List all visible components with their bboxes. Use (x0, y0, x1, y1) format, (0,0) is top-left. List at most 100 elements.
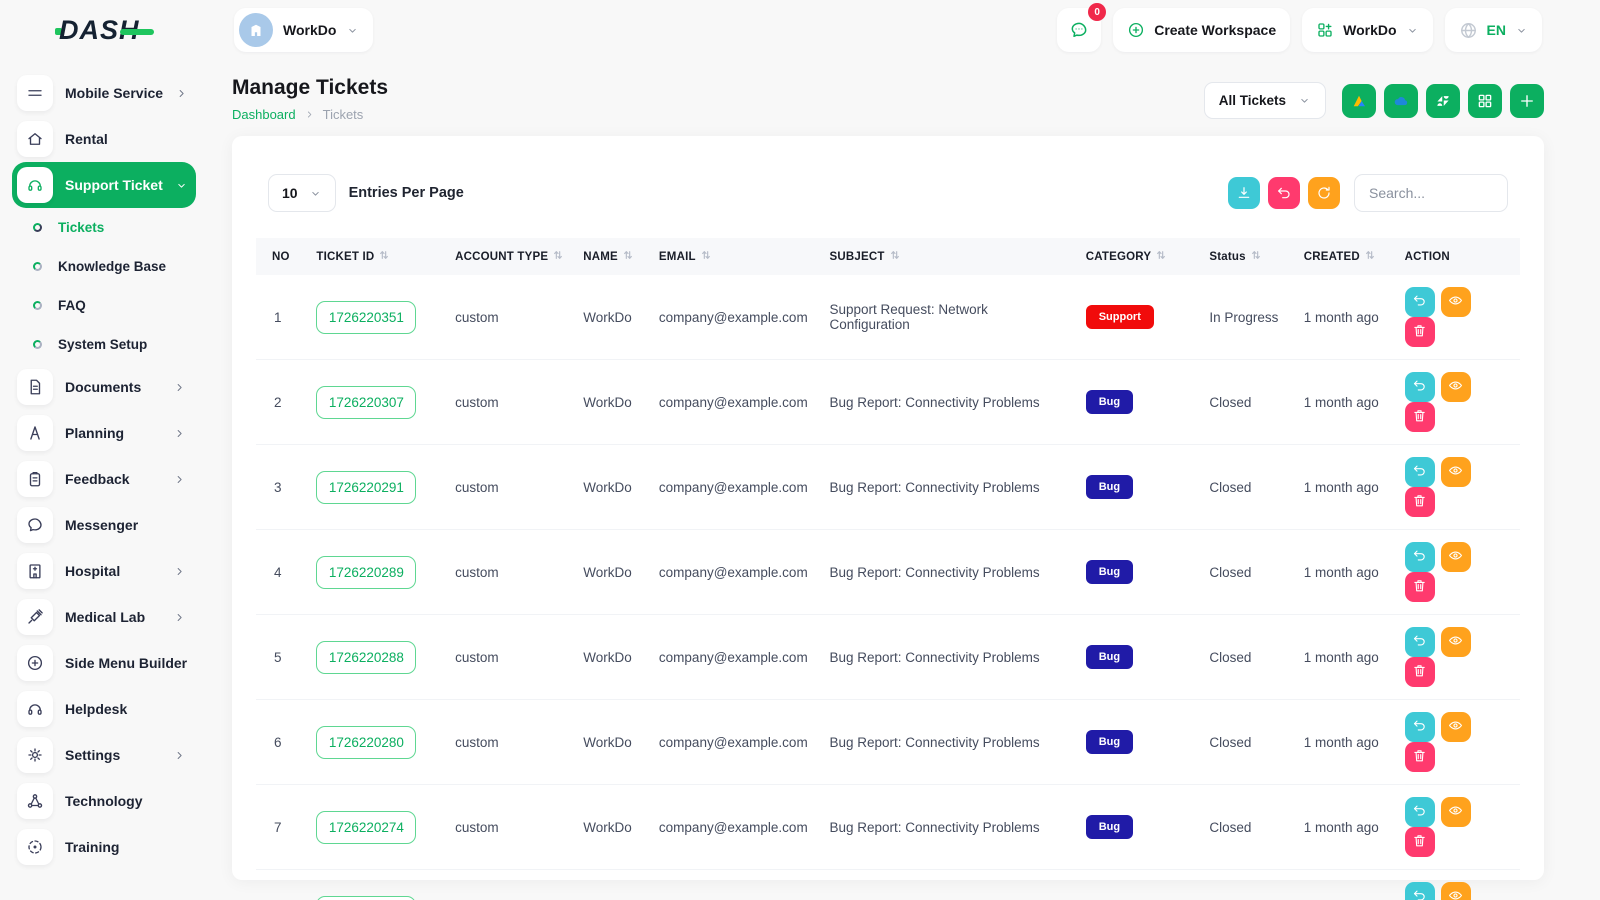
breadcrumb-dashboard-link[interactable]: Dashboard (232, 107, 296, 122)
sidebar-item-rental[interactable]: Rental (12, 116, 196, 162)
create-workspace-button[interactable]: Create Workspace (1113, 8, 1290, 52)
ticket-id-button[interactable]: 1726220289 (316, 556, 416, 589)
cell-category: Bug (1076, 870, 1200, 900)
view-button[interactable] (1441, 542, 1471, 572)
column-header-ticket-id[interactable]: TICKET ID (306, 238, 445, 275)
delete-button[interactable] (1405, 317, 1435, 347)
sort-icon[interactable] (553, 249, 563, 264)
view-button[interactable] (1441, 712, 1471, 742)
column-header-subject[interactable]: SUBJECT (820, 238, 1076, 275)
workspace-menu-button[interactable]: WorkDo (1302, 8, 1432, 52)
circle-icon (33, 262, 42, 271)
reply-button[interactable] (1405, 287, 1435, 317)
reply-button[interactable] (1405, 457, 1435, 487)
sort-icon[interactable] (623, 249, 633, 264)
sidebar-item-label: Technology (65, 793, 186, 809)
view-button[interactable] (1441, 797, 1471, 827)
delete-button[interactable] (1405, 657, 1435, 687)
onedrive-button[interactable] (1384, 84, 1418, 118)
sidebar-item-technology[interactable]: Technology (12, 778, 196, 824)
eye-icon (1448, 378, 1463, 396)
reply-button[interactable] (1405, 797, 1435, 827)
sidebar-item-hospital[interactable]: Hospital (12, 548, 196, 594)
sidebar-item-medical-lab[interactable]: Medical Lab (12, 594, 196, 640)
sidebar-item-side-menu-builder[interactable]: Side Menu Builder (12, 640, 196, 686)
sidebar-item-planning[interactable]: Planning (12, 410, 196, 456)
entries-per-page-select[interactable]: 10 (268, 174, 336, 212)
column-header-category[interactable]: CATEGORY (1076, 238, 1200, 275)
sidebar-item-mobile-service[interactable]: Mobile Service (12, 70, 196, 116)
cell-account-type: custom (445, 360, 573, 445)
ticket-id-button[interactable]: 1726220288 (316, 641, 416, 674)
sidebar-subitem-tickets[interactable]: Tickets (12, 208, 196, 247)
workspace-switcher[interactable]: WorkDo (234, 8, 373, 52)
chevron-down-icon (1406, 24, 1419, 37)
sidebar-item-feedback[interactable]: Feedback (12, 456, 196, 502)
messages-badge: 0 (1088, 3, 1106, 21)
sidebar-item-documents[interactable]: Documents (12, 364, 196, 410)
refresh-button[interactable] (1308, 177, 1340, 209)
delete-button[interactable] (1405, 827, 1435, 857)
cell-status: Closed (1199, 445, 1293, 530)
sidebar-item-settings[interactable]: Settings (12, 732, 196, 778)
cell-account-type: custom (445, 530, 573, 615)
sort-icon[interactable] (379, 249, 389, 264)
ticket-filter-dropdown[interactable]: All Tickets (1204, 82, 1326, 119)
column-header-status[interactable]: Status (1199, 238, 1293, 275)
sidebar-item-support-ticket[interactable]: Support Ticket (12, 162, 196, 208)
ticket-id-button[interactable]: 1726220274 (316, 811, 416, 844)
sort-icon[interactable] (890, 249, 900, 264)
reply-button[interactable] (1405, 712, 1435, 742)
ticket-id-button[interactable]: 1726220291 (316, 471, 416, 504)
view-button[interactable] (1441, 627, 1471, 657)
view-button[interactable] (1441, 882, 1471, 900)
reply-button[interactable] (1405, 542, 1435, 572)
view-button[interactable] (1441, 372, 1471, 402)
sidebar-subitem-faq[interactable]: FAQ (12, 286, 196, 325)
reset-filter-button[interactable] (1268, 177, 1300, 209)
reply-button[interactable] (1405, 627, 1435, 657)
column-header-email[interactable]: EMAIL (649, 238, 820, 275)
ticket-id-button[interactable]: 1726220269 (316, 896, 416, 900)
cell-ticket-id: 1726220274 (306, 785, 445, 870)
trash-icon (1412, 578, 1427, 596)
cell-name: WorkDo (573, 785, 649, 870)
eye-icon (1448, 293, 1463, 311)
reply-button[interactable] (1405, 882, 1435, 900)
reply-button[interactable] (1405, 372, 1435, 402)
sidebar-subitem-system-setup[interactable]: System Setup (12, 325, 196, 364)
sort-icon[interactable] (1156, 249, 1166, 264)
column-header-created[interactable]: CREATED (1294, 238, 1395, 275)
sort-icon[interactable] (701, 249, 711, 264)
ticket-id-button[interactable]: 1726220280 (316, 726, 416, 759)
sidebar-subitem-knowledge-base[interactable]: Knowledge Base (12, 247, 196, 286)
sort-icon[interactable] (1365, 249, 1375, 264)
zendesk-button[interactable] (1426, 84, 1460, 118)
search-input[interactable] (1354, 174, 1508, 212)
delete-button[interactable] (1405, 572, 1435, 602)
ticket-id-button[interactable]: 1726220351 (316, 301, 416, 334)
cell-name: WorkDo (573, 445, 649, 530)
ticket-id-button[interactable]: 1726220307 (316, 386, 416, 419)
export-button[interactable] (1228, 177, 1260, 209)
brand-logo[interactable]: DASH (0, 15, 208, 46)
delete-button[interactable] (1405, 402, 1435, 432)
sort-icon[interactable] (1251, 249, 1261, 264)
trash-icon (1412, 663, 1427, 681)
delete-button[interactable] (1405, 742, 1435, 772)
grid-view-button[interactable] (1468, 84, 1502, 118)
sidebar-item-helpdesk[interactable]: Helpdesk (12, 686, 196, 732)
sidebar-item-messenger[interactable]: Messenger (12, 502, 196, 548)
cell-category: Support (1076, 275, 1200, 360)
column-header-name[interactable]: NAME (573, 238, 649, 275)
view-button[interactable] (1441, 287, 1471, 317)
column-header-account-type[interactable]: ACCOUNT TYPE (445, 238, 573, 275)
sidebar-item-training[interactable]: Training (12, 824, 196, 870)
language-button[interactable]: EN (1445, 8, 1542, 52)
cell-created: 1 month ago (1294, 785, 1395, 870)
google-drive-button[interactable] (1342, 84, 1376, 118)
messages-button[interactable]: 0 (1057, 8, 1101, 52)
add-ticket-button[interactable] (1510, 84, 1544, 118)
view-button[interactable] (1441, 457, 1471, 487)
delete-button[interactable] (1405, 487, 1435, 517)
